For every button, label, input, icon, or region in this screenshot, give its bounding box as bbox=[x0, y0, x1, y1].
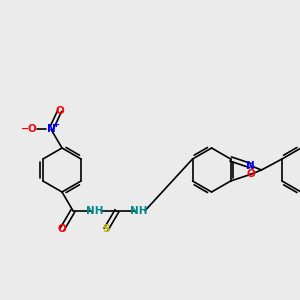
Text: O: O bbox=[56, 106, 64, 116]
Text: O: O bbox=[246, 169, 255, 179]
Text: −: − bbox=[21, 124, 29, 134]
Text: +: + bbox=[52, 120, 59, 129]
Text: O: O bbox=[28, 124, 37, 134]
Text: S: S bbox=[102, 224, 110, 234]
Text: N: N bbox=[246, 160, 255, 171]
Text: N: N bbox=[46, 124, 56, 134]
Text: O: O bbox=[58, 224, 66, 234]
Text: NH: NH bbox=[130, 206, 148, 216]
Text: NH: NH bbox=[86, 206, 104, 216]
